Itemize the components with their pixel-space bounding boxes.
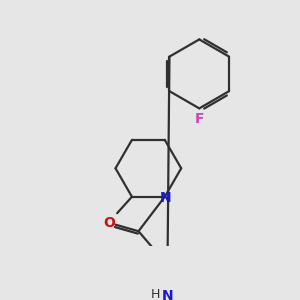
Text: N: N (162, 289, 174, 300)
Text: O: O (103, 216, 115, 230)
Text: F: F (194, 112, 204, 126)
Text: H: H (151, 288, 160, 300)
Text: N: N (160, 190, 171, 205)
